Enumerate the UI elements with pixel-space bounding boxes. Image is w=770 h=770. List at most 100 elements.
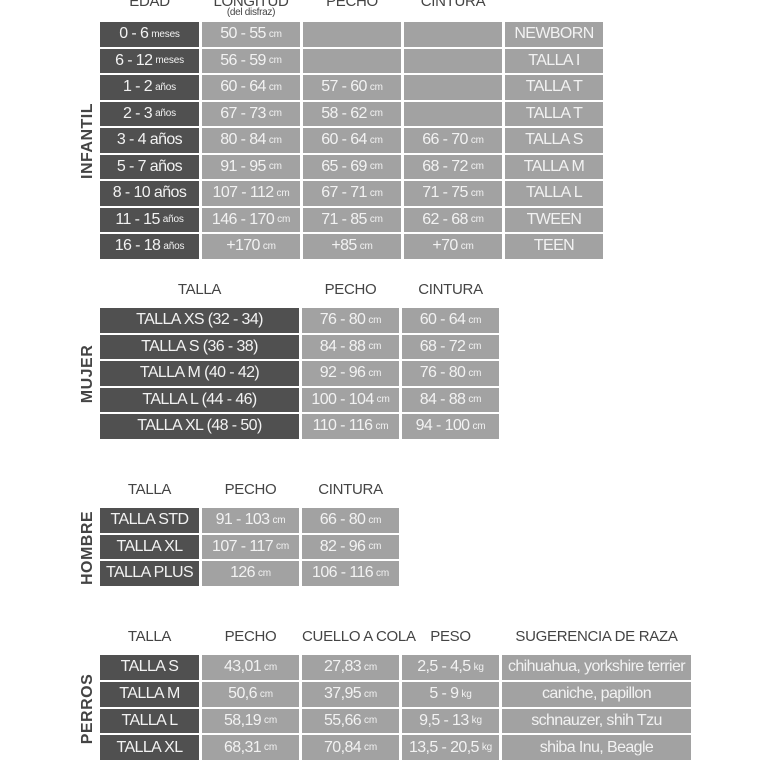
cell-value: 65 - 69 (321, 157, 367, 175)
cell-value: schnauzer, shih Tzu (531, 711, 662, 729)
cell-unit: años (155, 108, 176, 120)
table-cell: TALLA S (505, 128, 603, 153)
table-cell: 91 - 103 cm (202, 508, 299, 533)
table-cell: 94 - 100 cm (402, 414, 499, 439)
cell-value: TALLA STD (110, 511, 189, 529)
column-header: TALLA (100, 628, 199, 645)
cell-unit: cm (470, 161, 484, 173)
cell-unit: años (155, 81, 176, 93)
column-header-label: TALLA (127, 481, 172, 498)
cell-value: 76 - 80 (419, 364, 466, 382)
table-cell: 16 - 18 años (100, 234, 199, 259)
cell-value: 84 - 88 (419, 390, 466, 408)
cell-value: 62 - 68 (422, 210, 468, 228)
table-cell: 3 - 4 años (100, 128, 199, 153)
cell-value: 82 - 96 (319, 537, 366, 555)
column-header: PESO (402, 628, 499, 645)
cell-value: 56 - 59 (220, 51, 266, 69)
cell-value: 60 - 64 (220, 78, 266, 96)
table-cell: TALLA L (505, 181, 603, 206)
table-cell (303, 22, 401, 47)
cell-unit: kg (473, 661, 484, 673)
cell-value: TALLA L (526, 184, 583, 202)
cell-value: 71 - 85 (321, 210, 367, 228)
cell-value: 110 - 116 (312, 417, 373, 435)
table-cell: 66 - 80 cm (302, 508, 399, 533)
column-header: TALLA (100, 481, 199, 498)
cell-value: 37,95 (324, 685, 362, 703)
cell-unit: cm (364, 661, 377, 673)
table-cell: TALLA STD (100, 508, 199, 533)
cell-unit: cm (368, 314, 382, 326)
cell-value: TALLA M (523, 157, 585, 175)
cell-unit: cm (264, 715, 277, 727)
cell-unit: cm (276, 187, 290, 199)
table-cell: 50,6 cm (202, 681, 299, 707)
cell-value: TALLA L (44 - 46) (142, 390, 257, 408)
cell-unit: cm (259, 688, 273, 700)
table-cell: 43,01 cm (202, 655, 299, 680)
section-label-infantil: INFANTIL (79, 103, 96, 180)
cell-unit: kg (471, 715, 482, 727)
cell-value: 60 - 64 (419, 311, 466, 329)
column-header: CINTURA (404, 0, 502, 10)
table-cell: 70,84 cm (302, 735, 399, 761)
table-cell: 58 - 62 cm (303, 101, 401, 126)
table-cell: shiba Inu, Beagle (502, 735, 691, 761)
cell-unit: cm (268, 161, 282, 173)
cell-unit: cm (364, 715, 377, 727)
cell-unit: cm (264, 742, 277, 754)
table-cell (404, 75, 502, 100)
table-cell: TALLA M (40 - 42) (100, 361, 299, 386)
cell-unit: cm (369, 81, 383, 93)
table-cell: 5 - 7 años (100, 154, 199, 179)
cell-value: 92 - 96 (319, 364, 366, 382)
table-cell: 37,95 cm (302, 681, 399, 707)
table-cell: 62 - 68 cm (404, 207, 502, 232)
cell-unit: cm (369, 161, 383, 173)
cell-value: TEEN (533, 237, 575, 255)
cell-value: 94 - 100 (415, 417, 471, 435)
table-cell: 1 - 2 años (100, 75, 199, 100)
section-label-hombre: HOMBRE (79, 510, 96, 585)
cell-value: 68,31 (224, 738, 262, 756)
table-cell: 110 - 116 cm (302, 414, 399, 439)
table-cell: TALLA M (100, 681, 199, 707)
cell-unit: kg (481, 742, 493, 754)
cell-unit: cm (268, 81, 282, 93)
section-label-perros: PERROS (79, 673, 96, 744)
cell-unit: cm (376, 394, 390, 406)
cell-unit: cm (364, 688, 377, 700)
cell-value: 6 - 12 (115, 51, 153, 69)
cell-value: 100 - 104 (311, 390, 374, 408)
cell-value: 43,01 (224, 658, 262, 676)
cell-value: TALLA S (525, 131, 583, 149)
cell-unit: cm (468, 314, 482, 326)
table-cell: chihuahua, yorkshire terrier (502, 655, 691, 680)
cell-value: TWEEN (526, 210, 582, 228)
table-cell: TALLA XL (100, 735, 199, 761)
column-header-sublabel: (del disfraz) (226, 7, 276, 18)
cell-value: 70,84 (324, 738, 362, 756)
cell-value: 50,6 (228, 685, 257, 703)
column-header: LONGITUD (del disfraz) (202, 0, 300, 18)
cell-value: 60 - 64 (321, 131, 367, 149)
cell-value: 67 - 71 (321, 184, 367, 202)
table-cell: TALLA L (44 - 46) (100, 387, 299, 412)
table-cell: TEEN (505, 234, 603, 259)
column-header: CINTURA (402, 281, 499, 298)
table-cell: 2,5 - 4,5 kg (402, 655, 499, 680)
cell-value: TALLA I (528, 51, 580, 69)
table-cell: 58,19 cm (202, 708, 299, 734)
cell-value: 55,66 (324, 711, 362, 729)
cell-value: 126 (230, 564, 256, 582)
table-cell: TALLA L (100, 708, 199, 734)
cell-value: 107 - 112 (212, 184, 275, 202)
cell-unit: cm (268, 28, 282, 40)
cell-unit: años (162, 214, 184, 226)
cell-unit: cm (268, 134, 282, 146)
cell-unit: cm (369, 134, 383, 146)
table-cell: 100 - 104 cm (302, 387, 399, 412)
cell-value: 50 - 55 (220, 25, 266, 43)
column-header-label: CINTURA (420, 0, 486, 10)
